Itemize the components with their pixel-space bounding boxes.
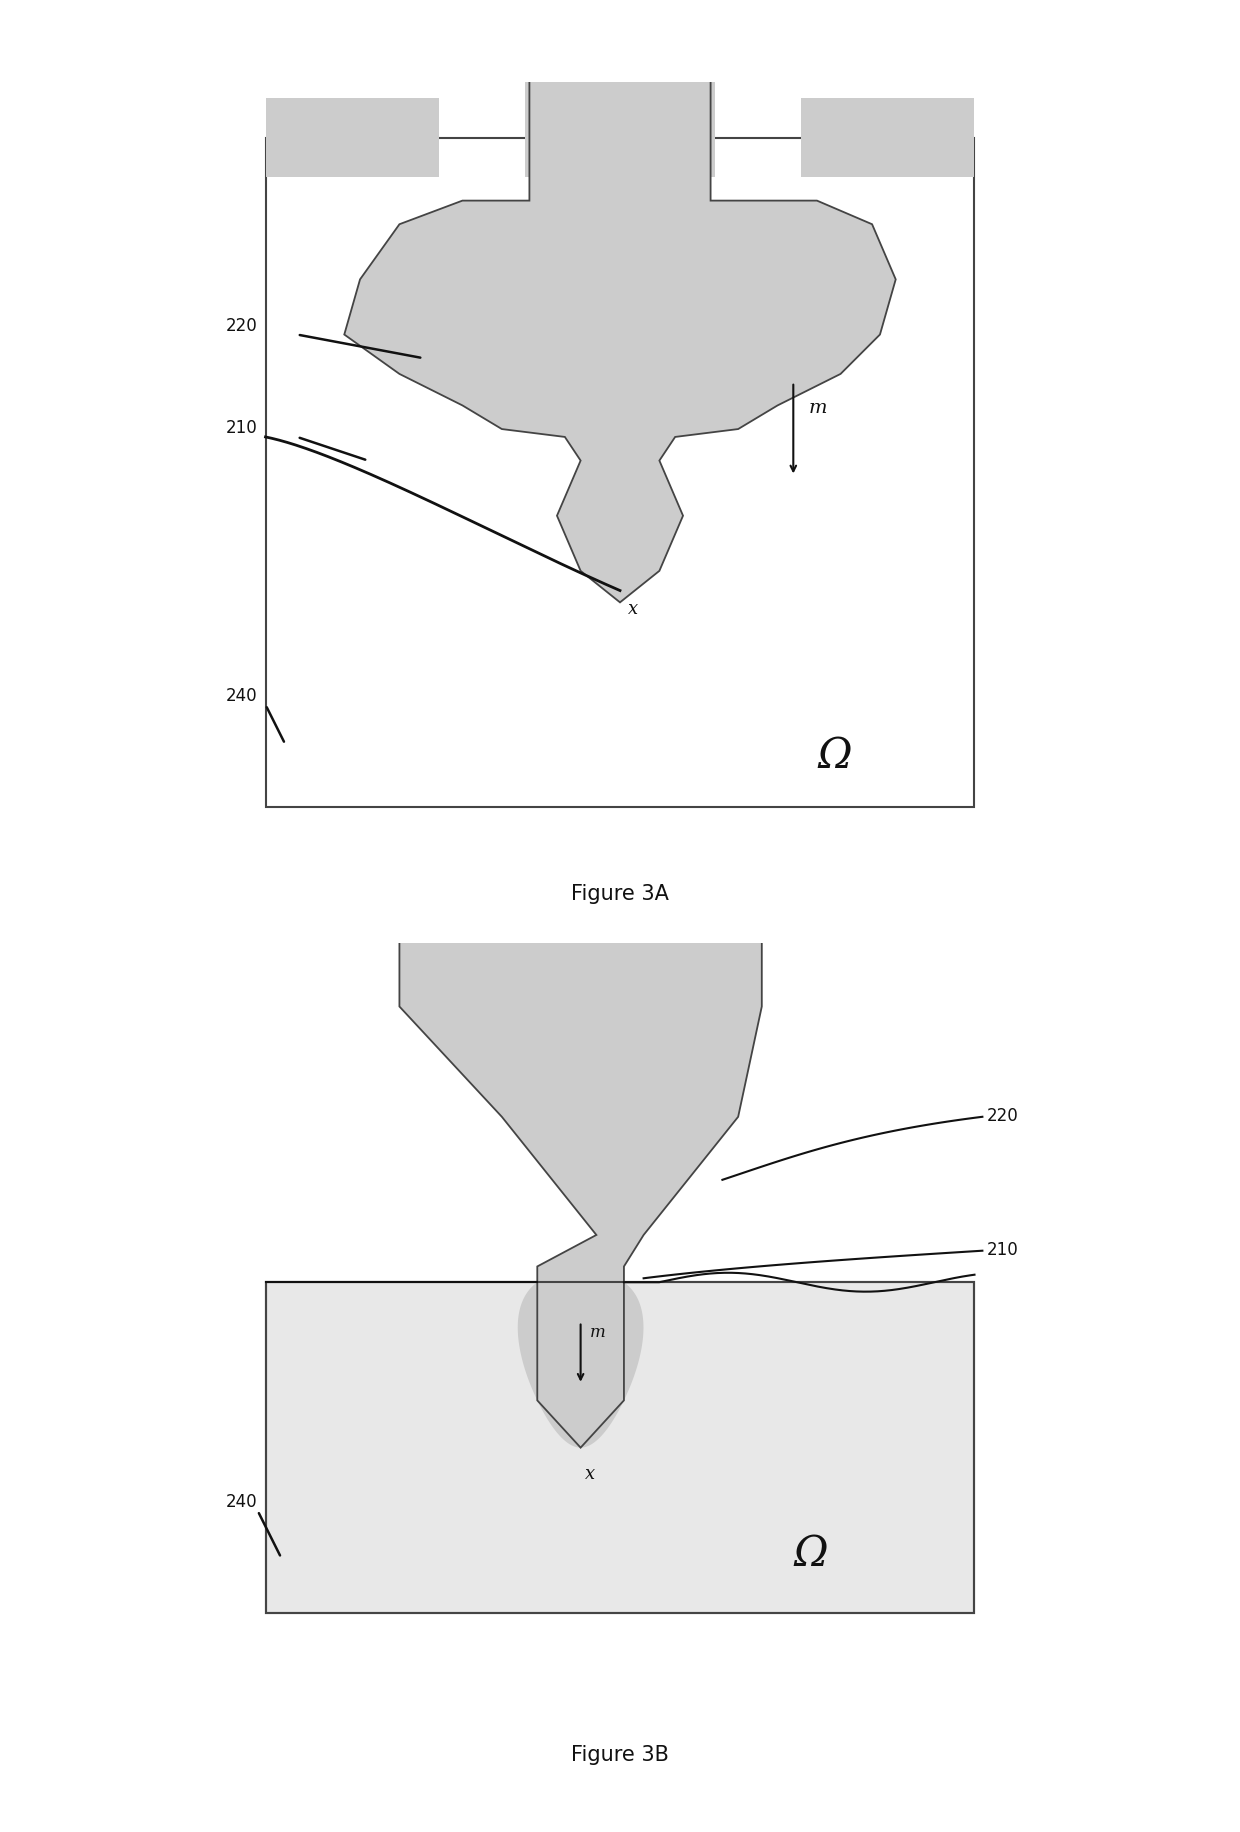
Bar xyxy=(265,1282,975,1612)
Polygon shape xyxy=(345,42,895,603)
Bar xyxy=(801,99,975,178)
Polygon shape xyxy=(399,903,761,1447)
Text: m: m xyxy=(590,1325,606,1341)
Text: 240: 240 xyxy=(226,1493,258,1511)
Text: 240: 240 xyxy=(226,687,258,705)
Text: Ω: Ω xyxy=(817,735,852,777)
Bar xyxy=(265,137,975,808)
Bar xyxy=(265,1282,975,1612)
Text: 210: 210 xyxy=(226,420,258,438)
Text: 220: 220 xyxy=(986,1107,1018,1125)
Text: Ω: Ω xyxy=(794,1533,828,1576)
Text: x: x xyxy=(627,601,639,617)
Text: x: x xyxy=(584,1466,595,1484)
Text: Figure 3B: Figure 3B xyxy=(572,1746,668,1764)
Text: 210: 210 xyxy=(986,1240,1018,1259)
Bar xyxy=(526,20,714,178)
Text: Figure 3A: Figure 3A xyxy=(572,885,668,903)
Text: m: m xyxy=(808,399,827,418)
Bar xyxy=(265,99,439,178)
Polygon shape xyxy=(518,1270,644,1447)
Text: 220: 220 xyxy=(226,317,258,335)
